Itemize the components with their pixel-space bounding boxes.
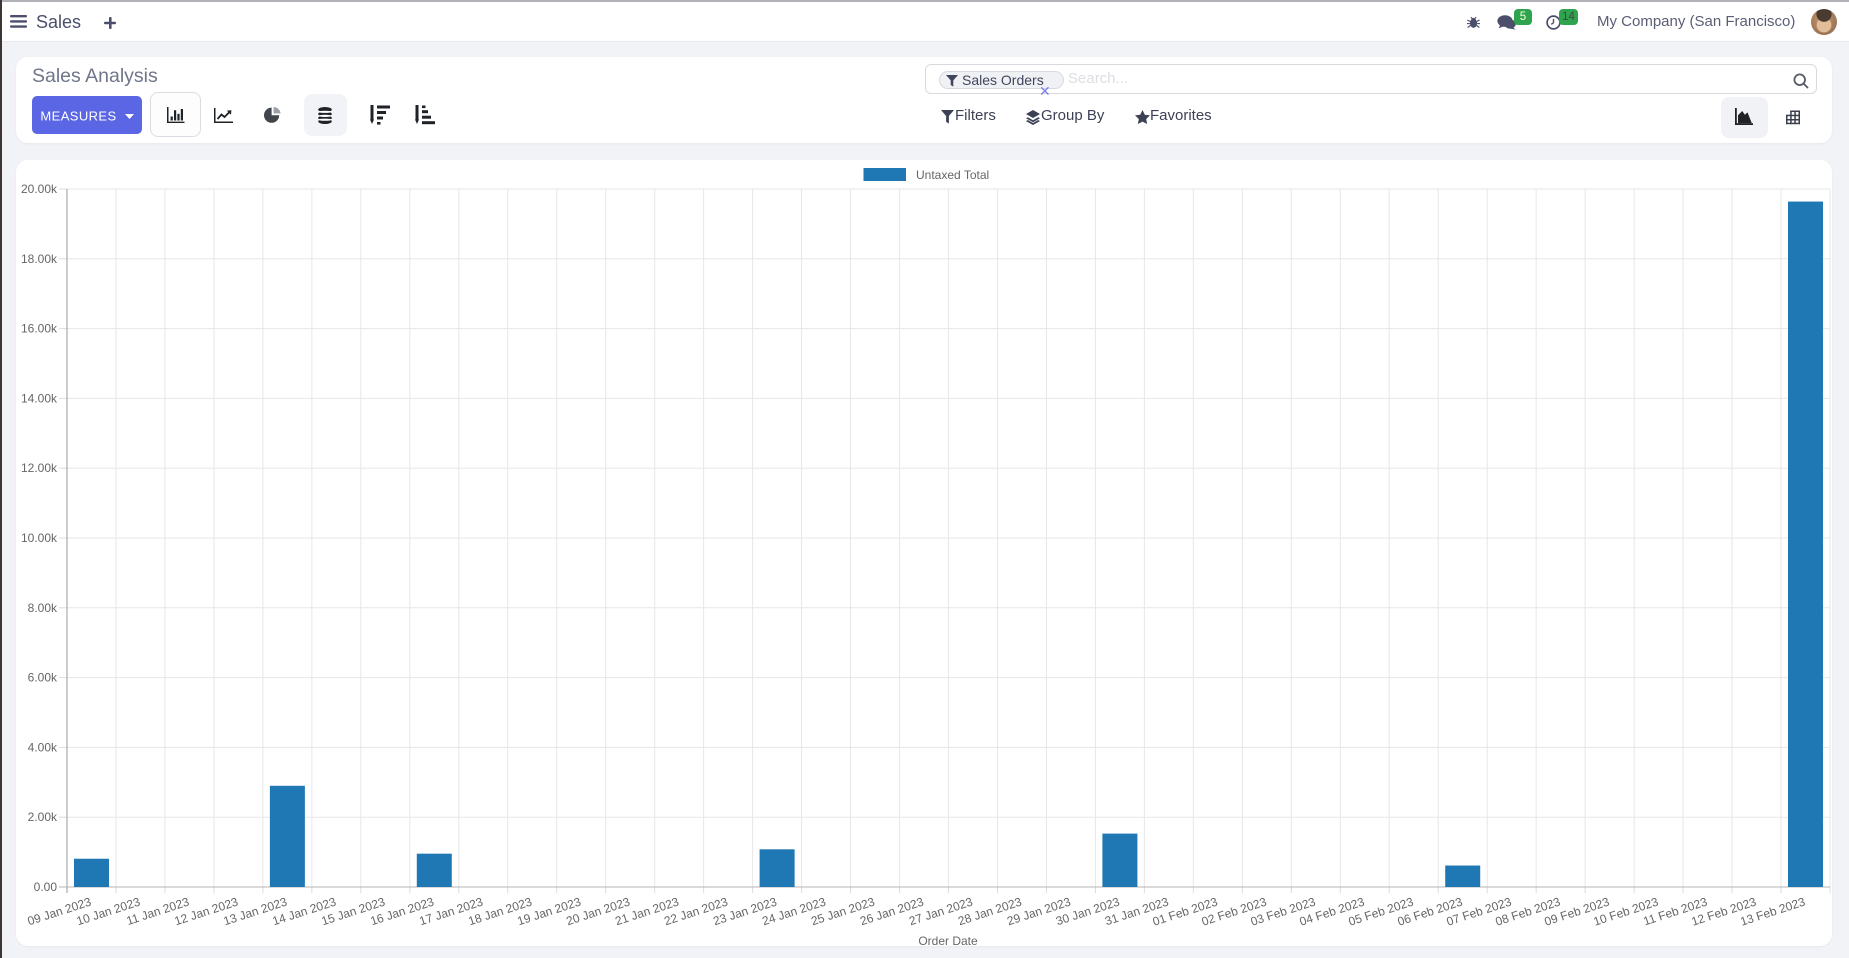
svg-text:0.00: 0.00 <box>34 880 58 894</box>
svg-text:18.00k: 18.00k <box>21 252 58 266</box>
svg-text:2.00k: 2.00k <box>28 810 58 824</box>
svg-text:10.00k: 10.00k <box>21 531 58 545</box>
svg-text:8.00k: 8.00k <box>28 601 58 615</box>
svg-text:Order Date: Order Date <box>918 934 978 946</box>
svg-text:6.00k: 6.00k <box>28 671 58 685</box>
svg-text:Untaxed Total: Untaxed Total <box>916 168 989 182</box>
svg-text:12.00k: 12.00k <box>21 461 58 475</box>
svg-text:14.00k: 14.00k <box>21 391 58 405</box>
svg-text:16.00k: 16.00k <box>21 322 58 336</box>
svg-text:20.00k: 20.00k <box>21 182 58 196</box>
svg-text:4.00k: 4.00k <box>28 740 58 754</box>
